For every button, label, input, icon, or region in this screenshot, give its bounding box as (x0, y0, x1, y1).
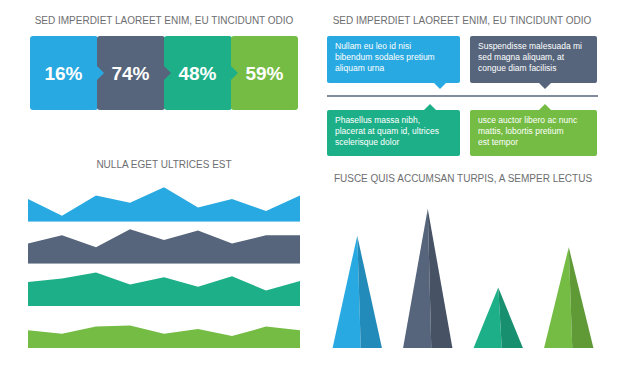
svg-text:Nullam eu leo id nisi: Nullam eu leo id nisi (335, 41, 411, 51)
svg-text:FUSCE QUIS ACCUMSAN TURPIS, A: FUSCE QUIS ACCUMSAN TURPIS, A SEMPER LEC… (334, 173, 593, 184)
svg-text:59%: 59% (245, 63, 283, 84)
svg-text:Phasellus massa nibh,: Phasellus massa nibh, (335, 115, 420, 125)
svg-text:placerat at quam id, ultrices: placerat at quam id, ultrices (335, 126, 439, 136)
svg-text:sed magna aliquam, at: sed magna aliquam, at (478, 52, 565, 62)
svg-text:scelerisque dolor: scelerisque dolor (335, 137, 399, 147)
svg-text:bibendum sodales pretium: bibendum sodales pretium (335, 52, 435, 62)
svg-text:SED IMPERDIET LAOREET ENIM, EU: SED IMPERDIET LAOREET ENIM, EU TINCIDUNT… (35, 15, 294, 26)
svg-text:SED IMPERDIET LAOREET ENIM, EU: SED IMPERDIET LAOREET ENIM, EU TINCIDUNT… (333, 15, 592, 26)
svg-text:NULLA EGET ULTRICES EST: NULLA EGET ULTRICES EST (96, 159, 231, 170)
svg-text:usce auctor libero ac nunc: usce auctor libero ac nunc (478, 115, 578, 125)
svg-text:74%: 74% (111, 63, 149, 84)
svg-text:congue diam facilisis: congue diam facilisis (478, 63, 556, 73)
svg-text:16%: 16% (44, 63, 82, 84)
svg-text:Suspendisse malesuada mi: Suspendisse malesuada mi (478, 41, 582, 51)
svg-text:est tempor: est tempor (478, 137, 518, 147)
svg-text:mattis, lobortis pretium: mattis, lobortis pretium (478, 126, 564, 136)
svg-text:48%: 48% (178, 63, 216, 84)
svg-text:aliquam urna: aliquam urna (335, 63, 384, 73)
